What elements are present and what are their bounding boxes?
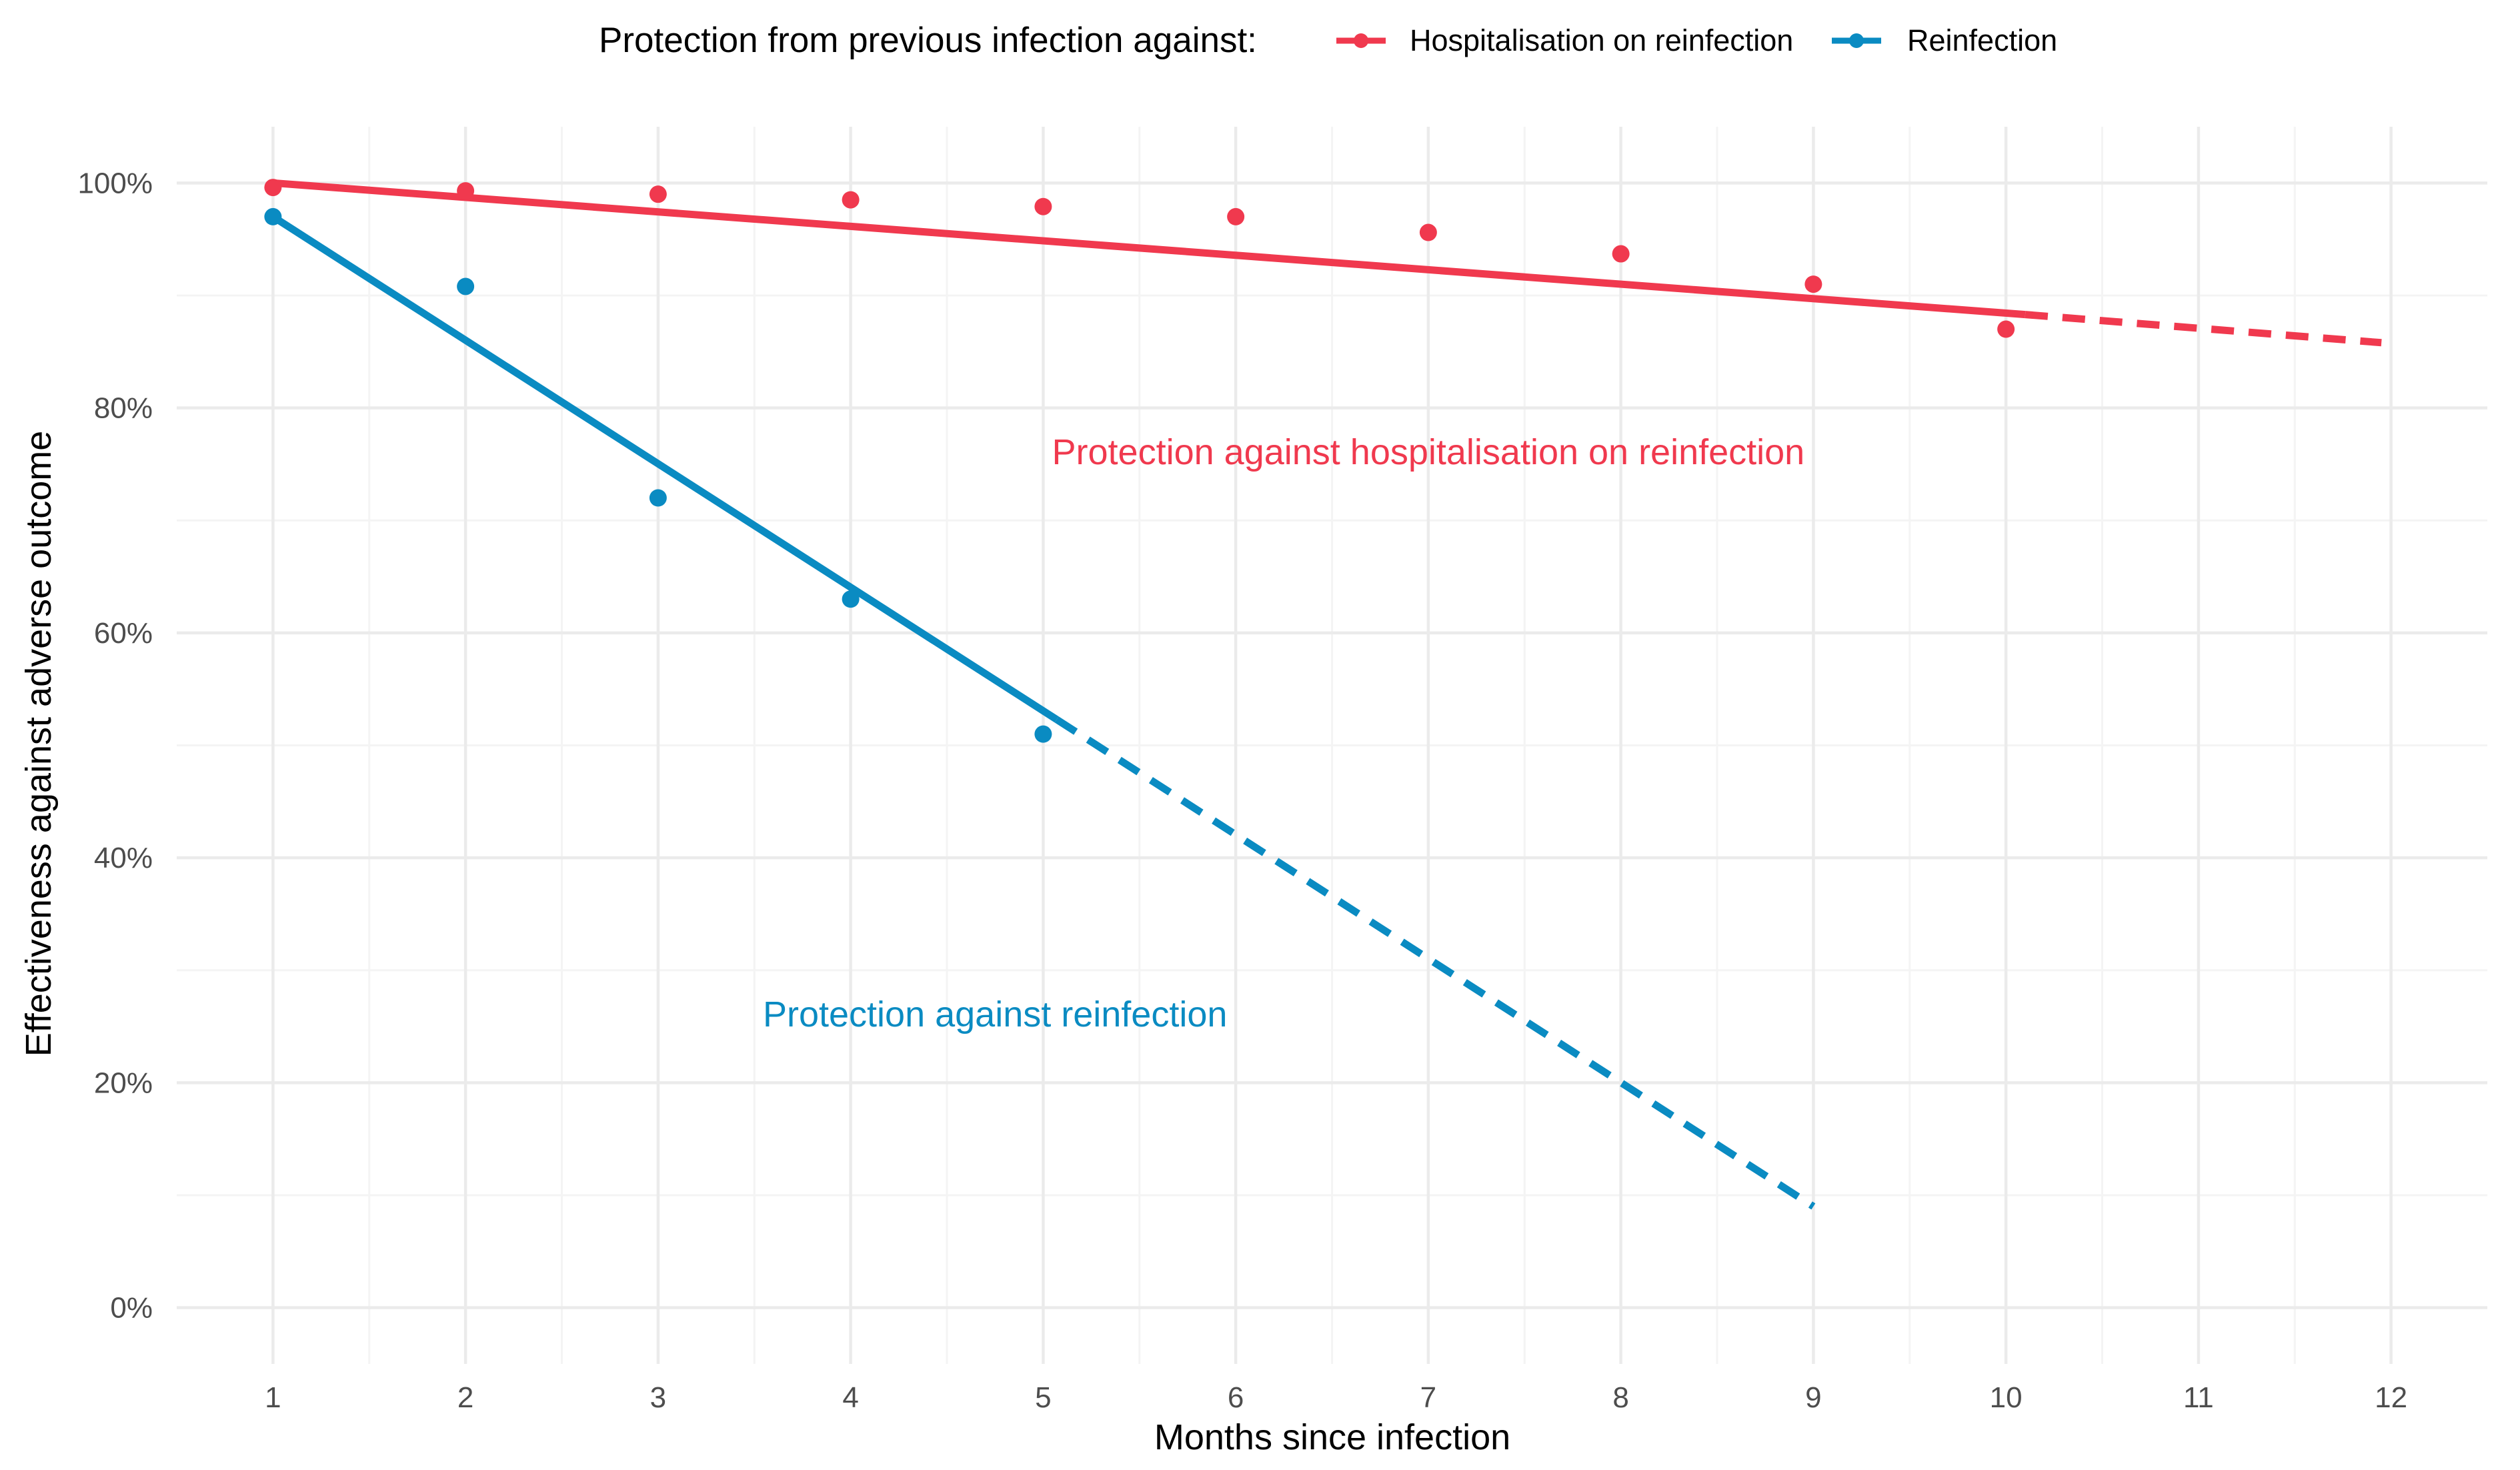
legend-title: Protection from previous infection again… bbox=[599, 21, 1257, 60]
fit-line-dashed-reinfection bbox=[1054, 716, 1816, 1210]
y-tick-label: 20% bbox=[94, 1066, 153, 1099]
x-tick-label: 1 bbox=[265, 1381, 281, 1414]
data-point-reinfection bbox=[457, 277, 475, 295]
data-point-hospitalisation bbox=[1227, 207, 1245, 225]
annotation-reinfection: Protection against reinfection bbox=[763, 994, 1227, 1034]
x-tick-label: 10 bbox=[1990, 1381, 2023, 1414]
legend-key-point-hospitalisation bbox=[1354, 33, 1368, 48]
x-axis-title: Months since infection bbox=[1154, 1417, 1510, 1457]
x-tick-label: 9 bbox=[1805, 1381, 1821, 1414]
x-tick-label: 3 bbox=[650, 1381, 666, 1414]
series-hospitalisation bbox=[264, 179, 2382, 347]
legend-item-hospitalisation: Hospitalisation on reinfection bbox=[1336, 23, 1793, 57]
y-tick-label: 40% bbox=[94, 842, 153, 874]
data-point-hospitalisation bbox=[842, 191, 860, 209]
data-point-hospitalisation bbox=[1804, 275, 1822, 293]
data-point-hospitalisation bbox=[1997, 320, 2015, 338]
x-tick-label: 7 bbox=[1420, 1381, 1436, 1414]
x-tick-label: 6 bbox=[1228, 1381, 1244, 1414]
data-point-reinfection bbox=[842, 590, 860, 608]
data-point-reinfection bbox=[264, 207, 282, 225]
y-tick-label: 80% bbox=[94, 392, 153, 425]
y-axis-ticks: 0% 20% 40% 60% 80% 100% bbox=[77, 167, 153, 1324]
y-tick-label: 100% bbox=[77, 167, 153, 199]
legend-item-reinfection: Reinfection bbox=[1832, 23, 2057, 57]
grid bbox=[177, 127, 2487, 1364]
legend: Protection from previous infection again… bbox=[599, 21, 2057, 60]
fit-line-dashed-hospitalisation bbox=[2025, 311, 2382, 347]
y-axis-title: Effectiveness against adverse outcome bbox=[19, 431, 59, 1057]
x-axis-ticks: 1 2 3 4 5 6 7 8 9 10 11 12 bbox=[265, 1381, 2407, 1414]
annotation-hospitalisation: Protection against hospitalisation on re… bbox=[1052, 432, 1805, 472]
data-point-hospitalisation bbox=[1419, 223, 1437, 241]
fit-line-solid-hospitalisation bbox=[272, 179, 2026, 319]
x-tick-label: 11 bbox=[2183, 1381, 2214, 1414]
x-tick-label: 4 bbox=[842, 1381, 858, 1414]
y-tick-label: 60% bbox=[94, 617, 153, 650]
y-tick-label: 0% bbox=[110, 1292, 153, 1325]
x-tick-label: 8 bbox=[1612, 1381, 1628, 1414]
fit-line-solid-reinfection bbox=[271, 213, 1059, 723]
data-point-hospitalisation bbox=[264, 179, 282, 197]
legend-key-point-reinfection bbox=[1849, 33, 1864, 48]
x-tick-label: 5 bbox=[1035, 1381, 1051, 1414]
data-point-reinfection bbox=[1034, 725, 1052, 743]
data-point-reinfection bbox=[649, 489, 667, 507]
data-point-hospitalisation bbox=[649, 185, 667, 203]
data-point-hospitalisation bbox=[457, 182, 475, 200]
series-layer bbox=[264, 179, 2382, 1210]
x-tick-label: 2 bbox=[457, 1381, 473, 1414]
data-point-hospitalisation bbox=[1034, 197, 1052, 215]
x-tick-label: 12 bbox=[2375, 1381, 2407, 1414]
legend-label-hospitalisation: Hospitalisation on reinfection bbox=[1410, 23, 1793, 57]
legend-label-reinfection: Reinfection bbox=[1907, 23, 2057, 57]
data-point-hospitalisation bbox=[1612, 245, 1630, 263]
series-reinfection bbox=[264, 207, 1816, 1210]
annotations: Protection against hospitalisation on re… bbox=[763, 432, 1804, 1034]
